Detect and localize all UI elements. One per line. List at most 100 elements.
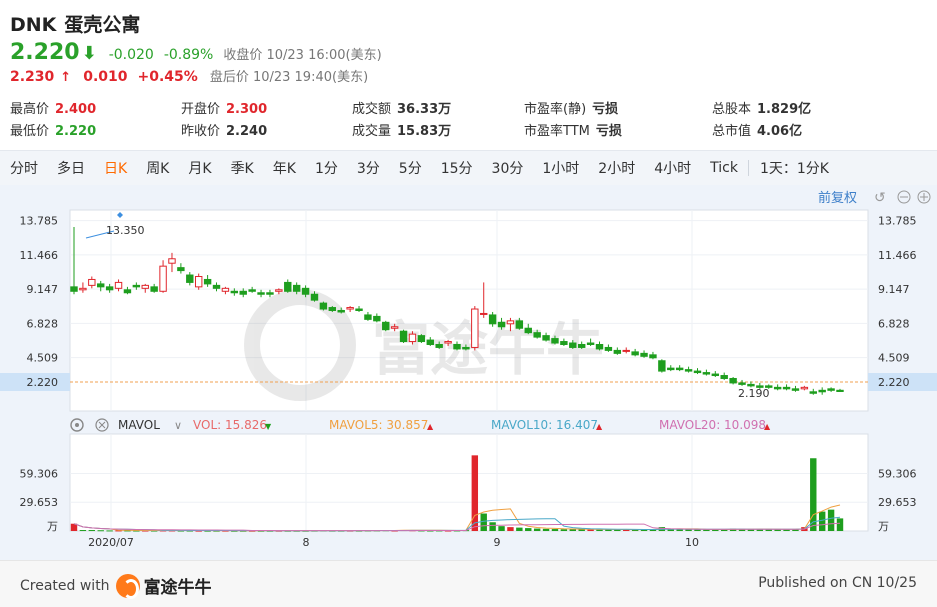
candle-body [595, 343, 604, 350]
tab-9[interactable]: 5分 [398, 161, 422, 177]
candle-body [791, 388, 800, 391]
volume-bar [525, 528, 532, 531]
price-plot-border [69, 209, 869, 412]
tab-0[interactable]: 分时 [10, 161, 38, 177]
volume-bar [640, 529, 648, 531]
volume-bar [685, 529, 692, 531]
price-tick-left: 4.509 [27, 352, 59, 365]
tab-1[interactable]: 多日 [57, 161, 85, 177]
candle-body [577, 343, 586, 348]
settings-icon[interactable] [70, 418, 84, 432]
after-hours-label: 盘后价 10/23 19:40(美东) [209, 70, 369, 85]
adjust-button[interactable]: 前复权 [818, 190, 857, 206]
candle-body [212, 284, 221, 289]
price-tick-left: 9.147 [27, 283, 59, 296]
volume-bar [703, 529, 710, 531]
candle-body [390, 326, 399, 329]
candle-body [809, 391, 817, 394]
volume-bar [676, 529, 683, 531]
candles [70, 226, 844, 395]
volume-bar [133, 530, 140, 532]
tab-7[interactable]: 1分 [314, 161, 338, 177]
candle-body [123, 289, 132, 294]
candle-body [292, 284, 301, 292]
candle-body [569, 342, 577, 348]
tab-10[interactable]: 15分 [440, 161, 473, 177]
candle-body [105, 286, 114, 291]
volume-bar [818, 511, 826, 531]
tab-13[interactable]: 2小时 [598, 161, 636, 177]
volume-bar [533, 528, 541, 531]
stat-total-shares: 总股本 1.829亿 [712, 102, 812, 117]
volume-bar [667, 529, 674, 531]
tab-11[interactable]: 30分 [491, 161, 524, 177]
candle-body [702, 372, 711, 375]
stock-title: DNK 蛋壳公寓 [10, 10, 140, 37]
candle-body [453, 343, 461, 350]
volume-bar [827, 509, 835, 531]
last-price: 2.220 [10, 40, 80, 65]
candle-body [684, 369, 693, 372]
volume-plot-bg [70, 434, 868, 531]
candle-body [765, 385, 773, 388]
vol-down-icon: ▼ [265, 422, 272, 431]
candle-body [827, 388, 835, 391]
tab-16[interactable]: 1天：1分K [759, 161, 829, 177]
volume-bar [213, 530, 220, 532]
indicator-name[interactable]: MAVOL [118, 418, 160, 432]
candle-body [141, 284, 149, 289]
candle-body [818, 389, 826, 393]
zoom-out-icon[interactable] [897, 190, 911, 204]
kline-chart-svg: 富途牛牛 前复权 ↺ 13.785 13.785 11.466 11.466 9.147… [0, 190, 937, 549]
volume-bar [471, 455, 479, 531]
candle-body [194, 276, 203, 288]
max-leader-line [85, 230, 115, 239]
chevron-down-icon[interactable]: ∨ [174, 419, 182, 432]
tab-3[interactable]: 周K [146, 161, 170, 177]
zoom-in-icon[interactable] [917, 190, 931, 204]
candle-body [203, 278, 212, 285]
candle-body [524, 327, 532, 334]
volume-bar [783, 529, 790, 531]
reset-icon[interactable]: ↺ [874, 190, 886, 206]
volume-bar [721, 529, 728, 531]
tab-12[interactable]: 1小时 [542, 161, 580, 177]
vol-tick-left: 29.653 [20, 496, 59, 509]
candle-body [747, 383, 755, 387]
price-tick-right: 6.828 [878, 317, 910, 330]
volume-bar [569, 529, 576, 531]
volume-bar [142, 530, 149, 532]
max-diamond-icon [117, 212, 123, 218]
candle-body [675, 367, 684, 371]
candle-body [488, 314, 497, 325]
volume-indicator-bar: MAVOL ∨ VOL: 15.826 ▼ MAVOL5: 30.857 ▲ M… [70, 418, 771, 432]
price-row: 2.220 ⬇ -0.020 -0.89% 收盘价 10/23 16:00(美东… [10, 40, 382, 66]
candle-body [301, 287, 310, 295]
tab-14[interactable]: 4小时 [654, 161, 692, 177]
price-change: -0.020 [108, 47, 154, 63]
candle-body [782, 386, 791, 390]
candle-body [150, 286, 158, 292]
date-label: 9 [494, 536, 501, 549]
price-axis: 13.785 13.785 11.466 11.466 9.147 9.147 6.828 6… [20, 215, 917, 389]
volume-bar [738, 529, 746, 531]
tab-2[interactable]: 日K [104, 161, 128, 177]
tab-4[interactable]: 月K [188, 161, 212, 177]
volume-bar [124, 530, 131, 532]
tab-6[interactable]: 年K [272, 161, 296, 177]
price-tick-right: 9.147 [878, 283, 910, 296]
volume-bar [444, 530, 452, 532]
vol-tick-left: 万 [47, 520, 58, 533]
volume-bar [756, 529, 764, 531]
tab-15[interactable]: Tick [710, 160, 738, 176]
candle-body [586, 342, 595, 345]
close-icon[interactable] [95, 418, 109, 432]
after-hours-row: 2.230 ↑ 0.010 +0.45% 盘后价 10/23 19:40(美东) [10, 66, 368, 85]
candle-body [310, 293, 319, 301]
tab-8[interactable]: 3分 [356, 161, 380, 177]
stat-pe-static: 市盈率(静) 亏损 [524, 102, 619, 117]
volume-bar [587, 529, 594, 531]
volume-bar [257, 530, 265, 532]
tab-5[interactable]: 季K [230, 161, 254, 177]
volume-bar [596, 529, 603, 531]
